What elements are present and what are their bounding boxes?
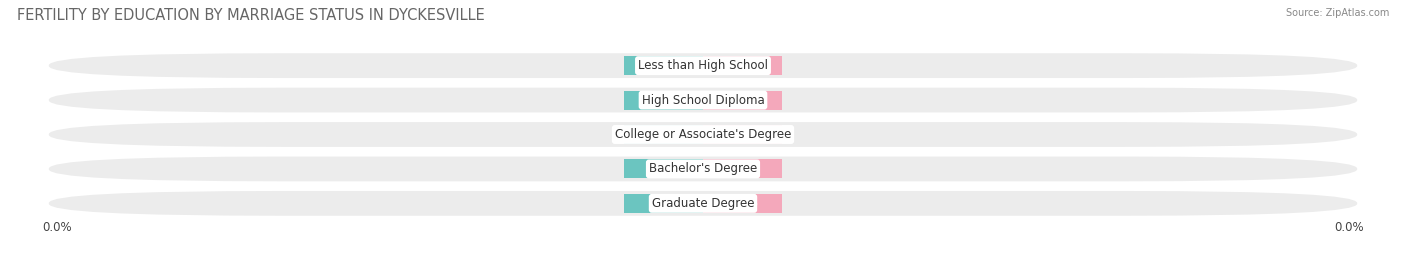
- Text: 0.0%: 0.0%: [42, 221, 72, 233]
- Bar: [624, 125, 703, 144]
- Text: Source: ZipAtlas.com: Source: ZipAtlas.com: [1285, 8, 1389, 18]
- Text: 0.0%: 0.0%: [727, 95, 758, 105]
- Bar: [624, 160, 703, 178]
- FancyBboxPatch shape: [49, 191, 1357, 216]
- Text: 0.0%: 0.0%: [727, 129, 758, 140]
- Text: Graduate Degree: Graduate Degree: [652, 197, 754, 210]
- FancyBboxPatch shape: [49, 122, 1357, 147]
- Text: 0.0%: 0.0%: [648, 129, 679, 140]
- Text: College or Associate's Degree: College or Associate's Degree: [614, 128, 792, 141]
- Text: 0.0%: 0.0%: [727, 198, 758, 208]
- Bar: [703, 56, 782, 75]
- Text: Less than High School: Less than High School: [638, 59, 768, 72]
- Bar: [703, 125, 782, 144]
- Bar: [703, 91, 782, 109]
- Text: 0.0%: 0.0%: [648, 95, 679, 105]
- Text: FERTILITY BY EDUCATION BY MARRIAGE STATUS IN DYCKESVILLE: FERTILITY BY EDUCATION BY MARRIAGE STATU…: [17, 8, 485, 23]
- Bar: [703, 194, 782, 213]
- Text: 0.0%: 0.0%: [727, 164, 758, 174]
- Text: 0.0%: 0.0%: [648, 61, 679, 71]
- Text: Bachelor's Degree: Bachelor's Degree: [650, 162, 756, 175]
- Bar: [624, 56, 703, 75]
- Bar: [703, 160, 782, 178]
- Text: 0.0%: 0.0%: [727, 61, 758, 71]
- FancyBboxPatch shape: [49, 53, 1357, 78]
- Text: 0.0%: 0.0%: [1334, 221, 1364, 233]
- FancyBboxPatch shape: [49, 157, 1357, 181]
- Text: 0.0%: 0.0%: [648, 198, 679, 208]
- Bar: [624, 194, 703, 213]
- FancyBboxPatch shape: [49, 88, 1357, 112]
- Bar: [624, 91, 703, 109]
- Text: High School Diploma: High School Diploma: [641, 94, 765, 107]
- Text: 0.0%: 0.0%: [648, 164, 679, 174]
